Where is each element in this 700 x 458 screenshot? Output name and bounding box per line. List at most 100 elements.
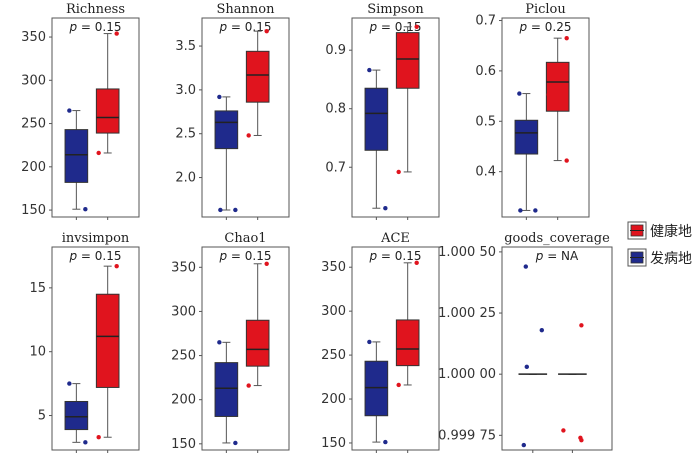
p-value-label: p = 0.15 xyxy=(218,20,271,34)
y-tick-label: 200 xyxy=(21,160,46,175)
box-healthy xyxy=(245,261,270,388)
plot-frame xyxy=(51,246,140,451)
box-body xyxy=(395,319,420,367)
data-point xyxy=(578,435,583,440)
data-point xyxy=(217,94,222,100)
panel-5: invsimpon p = 0.15 5 10 15 xyxy=(29,231,140,453)
y-tick-label: 1.000 00 xyxy=(438,367,496,382)
data-point xyxy=(246,133,251,138)
panel-title: Shannon xyxy=(217,2,276,17)
box-body xyxy=(95,88,120,134)
box-diseased xyxy=(64,108,89,212)
y-tick-label: 200 xyxy=(171,393,196,408)
box-body xyxy=(64,400,89,431)
y-tick-label: 0.9 xyxy=(325,43,346,58)
p-value-label: p = 0.15 xyxy=(68,20,121,34)
box-diseased xyxy=(518,264,548,448)
p-value-label: p = 0.25 xyxy=(518,20,571,34)
y-tick-label: 350 xyxy=(171,260,196,275)
panel-title: Chao1 xyxy=(224,231,266,246)
y-tick-label: 250 xyxy=(171,349,196,364)
plot-frame xyxy=(501,17,590,218)
p-value-label: p = NA xyxy=(535,249,579,263)
data-point xyxy=(524,364,529,370)
y-tick-label: 250 xyxy=(21,117,46,132)
data-point xyxy=(217,340,222,345)
panel-6: Chao1 p = 0.15 150 200 250 300 350 xyxy=(171,231,290,453)
panel-title: invsimpon xyxy=(62,231,130,246)
plot-frame xyxy=(51,17,140,218)
data-point xyxy=(233,207,238,213)
plot-frame xyxy=(351,17,440,218)
box-diseased xyxy=(514,91,539,213)
y-tick-label: 150 xyxy=(21,203,46,218)
data-point xyxy=(518,208,523,213)
y-tick-label: 3.5 xyxy=(175,39,196,54)
data-point xyxy=(218,207,223,213)
panel-1: Richness p = 0.15 150 200 250 300 350 xyxy=(21,2,140,220)
box-body xyxy=(245,319,270,367)
box-healthy xyxy=(395,260,420,388)
data-point xyxy=(533,208,538,213)
y-tick-label: 15 xyxy=(29,281,46,296)
y-tick-label: 300 xyxy=(321,304,346,319)
data-point xyxy=(546,92,551,97)
box-healthy xyxy=(95,31,120,156)
box-healthy xyxy=(545,35,570,163)
data-point xyxy=(367,67,372,73)
data-point xyxy=(246,383,251,388)
box-body xyxy=(395,32,420,89)
panel-title: Piclou xyxy=(525,2,566,17)
box-body xyxy=(514,119,539,155)
y-tick-label: 0.7 xyxy=(325,160,346,175)
data-point xyxy=(521,442,526,448)
legend-label-healthy: 健康地 xyxy=(650,223,692,240)
y-tick-label: 0.4 xyxy=(475,165,496,180)
y-tick-label: 1.000 50 xyxy=(438,245,496,260)
data-point xyxy=(96,435,101,440)
plot-frame xyxy=(201,246,290,451)
data-point xyxy=(396,169,401,175)
data-point xyxy=(561,428,566,433)
data-point xyxy=(96,150,101,156)
data-point xyxy=(367,339,372,345)
legend-label-diseased: 发病地 xyxy=(650,251,692,267)
y-tick-label: 0.999 75 xyxy=(438,428,496,443)
y-tick-label: 3.0 xyxy=(175,83,196,98)
data-point xyxy=(264,261,269,266)
panel-title: ACE xyxy=(380,231,410,246)
p-value-label: p = 0.15 xyxy=(218,249,271,263)
y-tick-label: 0.8 xyxy=(325,102,346,117)
box-body xyxy=(95,293,120,388)
box-diseased xyxy=(64,381,89,445)
data-point xyxy=(383,206,388,211)
data-point xyxy=(564,158,569,163)
panel-2: Shannon p = 0.15 2.0 2.5 3.0 3.5 xyxy=(175,2,290,220)
y-tick-label: 350 xyxy=(21,30,46,45)
plot-frame xyxy=(501,246,613,451)
data-point xyxy=(114,31,119,36)
box-body xyxy=(214,110,239,150)
data-point xyxy=(414,24,419,29)
p-value-label: p = 0.15 xyxy=(368,20,421,34)
y-tick-label: 1.000 25 xyxy=(438,306,496,321)
box-body xyxy=(64,129,89,183)
y-tick-label: 300 xyxy=(171,304,196,319)
box-body xyxy=(245,50,270,103)
box-healthy xyxy=(395,24,420,175)
box-body xyxy=(214,362,239,417)
data-point xyxy=(83,440,88,445)
y-tick-label: 0.7 xyxy=(475,14,496,29)
plot-frame xyxy=(201,17,290,218)
data-point xyxy=(414,260,419,266)
box-diseased xyxy=(364,339,389,445)
y-tick-label: 300 xyxy=(21,73,46,88)
y-tick-label: 350 xyxy=(321,260,346,275)
y-tick-label: 2.5 xyxy=(175,127,196,142)
data-point xyxy=(83,207,88,212)
panel-7: ACE p = 0.15 150 200 250 300 350 xyxy=(321,231,440,453)
y-tick-label: 10 xyxy=(29,345,46,360)
